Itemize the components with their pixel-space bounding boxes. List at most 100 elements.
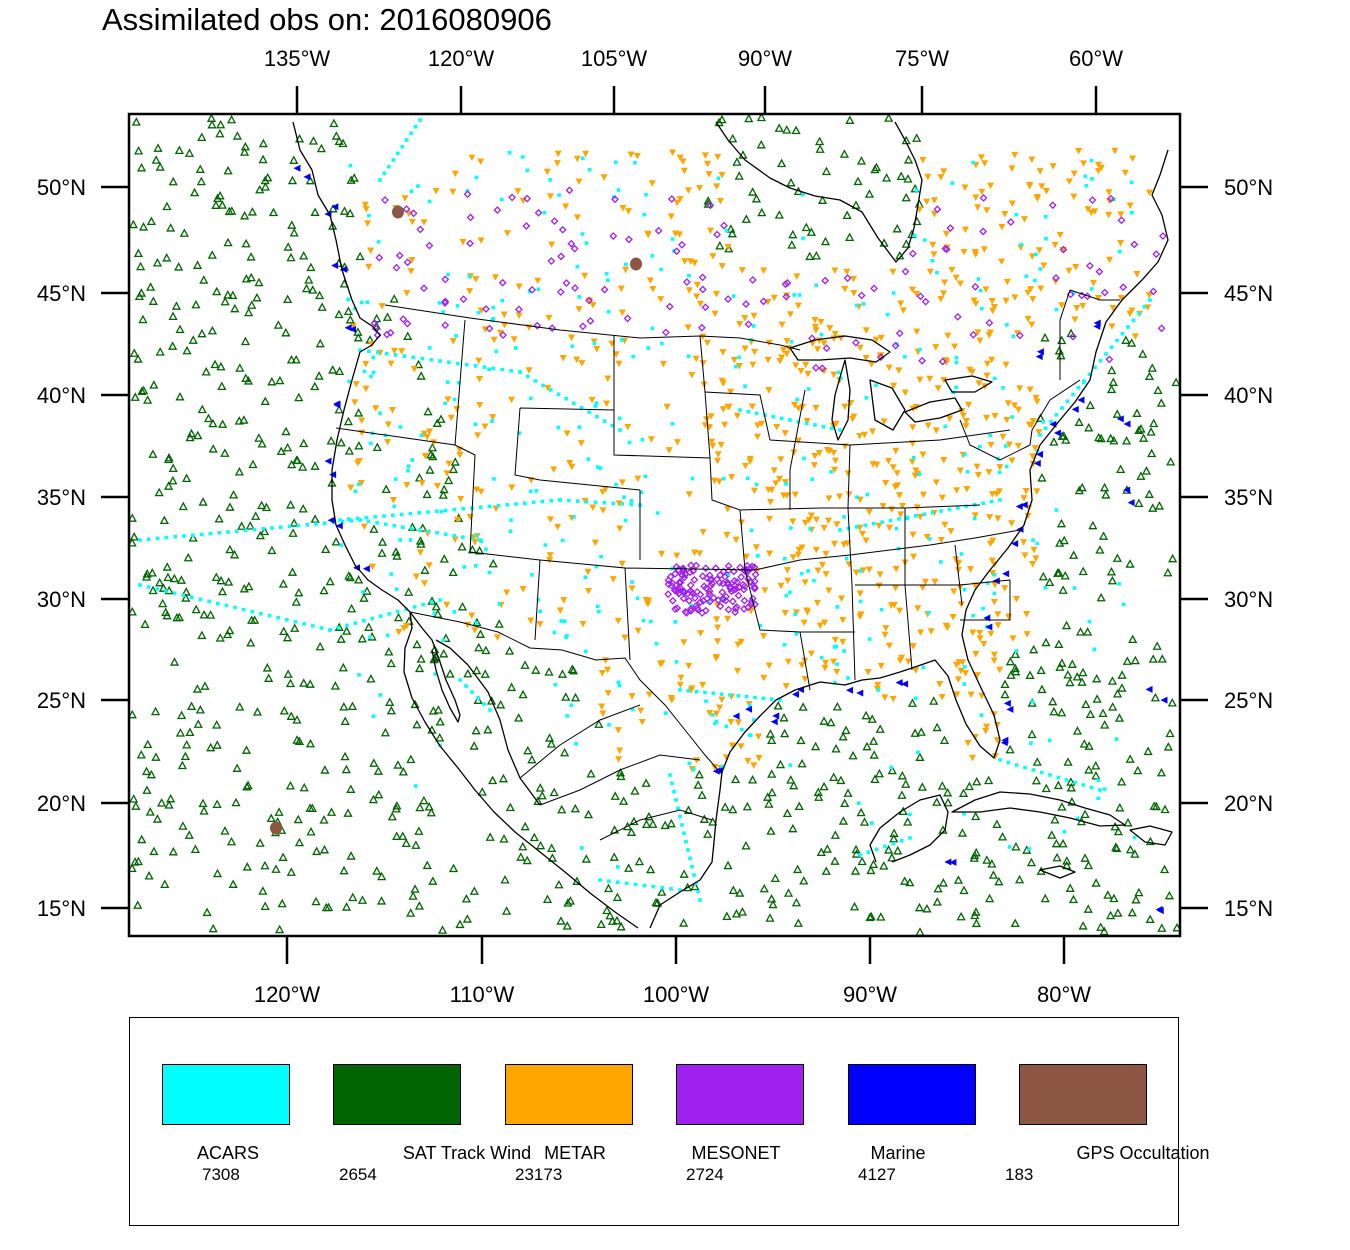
mesonet-obs <box>392 263 401 272</box>
sat-wind-obs <box>732 157 742 166</box>
sat-wind-obs <box>206 610 216 619</box>
acars-obs <box>737 355 741 360</box>
acars-obs <box>731 294 736 298</box>
metar-obs <box>347 484 355 492</box>
acars-obs <box>623 518 628 523</box>
top-axis-label: 135°W <box>264 46 331 71</box>
sat-wind-obs <box>1159 864 1170 874</box>
acars-obs <box>829 470 833 474</box>
metar-obs <box>923 198 931 206</box>
acars-obs <box>479 505 483 509</box>
metar-obs <box>801 579 809 586</box>
metar-obs <box>407 268 415 275</box>
metar-obs <box>777 582 785 590</box>
sat-wind-obs <box>679 869 689 878</box>
sat-wind-obs <box>542 894 553 904</box>
sat-wind-obs <box>629 816 639 826</box>
us-canada-border <box>384 304 801 351</box>
sat-wind-obs <box>741 840 751 850</box>
acars-obs <box>525 374 530 379</box>
sat-wind-obs <box>603 883 614 893</box>
sat-wind-obs <box>570 803 580 813</box>
acars-obs <box>533 379 538 383</box>
metar-obs <box>685 287 693 294</box>
sat-wind-obs <box>260 182 271 191</box>
acars-obs <box>1006 760 1011 765</box>
metar-obs <box>717 441 725 449</box>
metar-obs <box>921 578 929 586</box>
sat-wind-obs <box>874 768 884 778</box>
mesonet-obs <box>679 594 688 603</box>
top-axis-label: 60°W <box>1069 46 1123 71</box>
left-axis-label: 20°N <box>37 791 86 816</box>
marine-obs <box>1145 685 1153 693</box>
mesonet-obs <box>701 303 710 312</box>
acars-obs <box>883 844 887 849</box>
mesonet-obs <box>664 576 673 585</box>
acars-obs <box>525 168 530 173</box>
metar-obs <box>709 253 717 260</box>
sat-wind-obs <box>868 859 879 869</box>
acars-obs <box>651 884 656 889</box>
acars-obs <box>473 564 478 568</box>
acars-obs <box>1064 778 1069 782</box>
mesonet-obs <box>692 561 701 570</box>
metar-obs <box>712 290 720 298</box>
sat-wind-obs <box>393 612 404 622</box>
acars-obs <box>716 176 721 181</box>
mesonet-obs <box>705 571 714 580</box>
sat-wind-obs <box>372 866 382 875</box>
acars-obs <box>155 536 160 541</box>
acars-obs <box>409 526 414 531</box>
sat-wind-obs <box>190 844 201 853</box>
sat-wind-obs <box>311 896 321 906</box>
metar-obs <box>990 303 998 311</box>
sat-wind-obs <box>1134 425 1144 434</box>
metar-obs <box>575 178 583 185</box>
mesonet-obs <box>698 285 707 294</box>
acars-obs <box>866 850 871 854</box>
metar-obs <box>994 611 1002 618</box>
sat-wind-obs <box>777 158 787 168</box>
sat-wind-obs <box>428 706 439 715</box>
acars-obs <box>624 262 628 267</box>
acars-obs <box>624 881 629 886</box>
acars-obs <box>793 612 797 617</box>
sat-wind-obs <box>641 819 652 829</box>
metar-obs <box>830 371 838 379</box>
metar-obs <box>783 350 791 358</box>
marine-obs <box>1116 415 1124 423</box>
sat-wind-obs <box>583 809 594 819</box>
metar-obs <box>713 616 721 623</box>
metar-obs <box>924 422 932 430</box>
sat-wind-obs <box>734 171 744 180</box>
acars-obs <box>432 611 437 615</box>
acars-obs <box>443 508 448 513</box>
mesonet-obs <box>727 583 736 592</box>
metar-obs <box>898 503 906 510</box>
acars-obs <box>586 457 591 461</box>
sat-wind-obs <box>756 112 767 122</box>
metar-obs <box>909 643 917 650</box>
acars-obs <box>963 664 967 669</box>
metar-obs <box>794 302 802 310</box>
sat-wind-obs <box>742 801 752 811</box>
acars-obs <box>198 597 203 602</box>
sat-wind-obs <box>133 248 144 258</box>
sat-wind-obs <box>346 175 356 184</box>
sat-wind-obs <box>728 133 738 143</box>
sat-wind-obs <box>341 902 352 911</box>
acars-obs <box>455 304 460 308</box>
sat-wind-obs <box>870 164 880 174</box>
acars-obs <box>215 601 220 606</box>
acars-obs <box>795 397 800 402</box>
mesonet-obs <box>744 320 753 329</box>
metar-obs <box>684 187 692 194</box>
metar-obs <box>1008 200 1016 207</box>
right-axis-label: 30°N <box>1224 587 1273 612</box>
acars-obs <box>509 368 513 373</box>
sat-wind-obs <box>133 354 143 363</box>
acars-obs <box>870 821 874 825</box>
metar-obs <box>1001 585 1009 592</box>
metar-obs <box>938 694 946 701</box>
